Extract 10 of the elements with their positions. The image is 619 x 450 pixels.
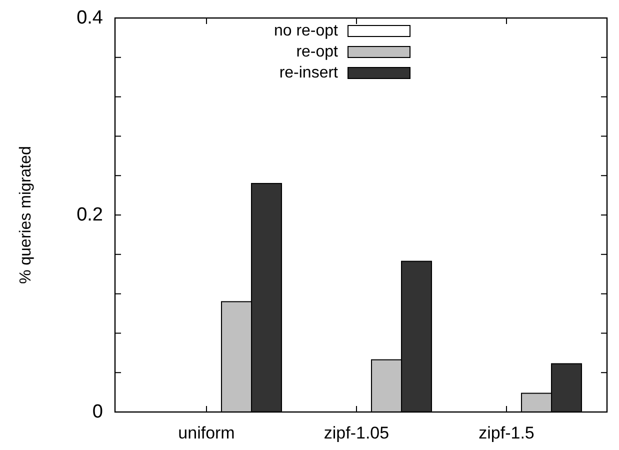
y-tick-label: 0 [92, 402, 103, 422]
y-tick-label: 0.4 [76, 8, 104, 28]
y-axis-title: % queries migrated [18, 146, 34, 284]
x-tick-label: uniform [178, 424, 235, 442]
x-tick-label: zipf-1.5 [478, 424, 534, 442]
x-tick-label: zipf-1.05 [324, 424, 390, 442]
legend-label: no re-opt [274, 22, 339, 40]
y-tick-label: 0.2 [76, 204, 103, 226]
legend-label: re-opt [296, 44, 339, 60]
legend-label: re-insert [279, 64, 339, 82]
